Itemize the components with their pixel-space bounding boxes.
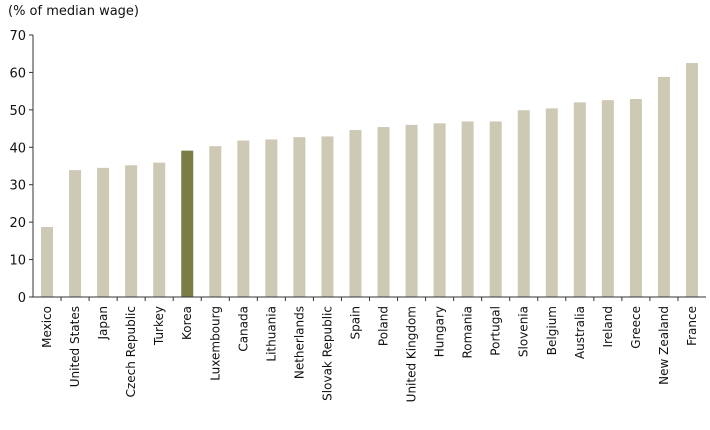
bar-lithuania [265,139,278,297]
y-tick-label: 40 [9,141,26,156]
bar-new-zealand [657,76,670,297]
x-tick-label: Luxembourg [208,306,222,381]
bar-mexico [41,227,54,297]
bar-slovak-republic [321,136,334,297]
bar-korea [181,150,194,297]
y-axis: 0 10 20 30 40 50 60 70 [9,29,33,306]
x-tick-label: Hungary [433,306,447,357]
bar-belgium [545,108,558,297]
x-tick-label: Canada [236,306,250,352]
x-tick-label: Mexico [40,306,54,348]
x-tick-label: Slovenia [517,306,531,357]
x-tick-label: Ireland [601,306,615,348]
bar-portugal [489,121,502,298]
x-tick-label: Greece [629,306,643,349]
bars [41,63,698,298]
x-tick-label: Portugal [489,306,503,356]
x-tick-label: Japan [96,306,110,340]
x-tick-label: United States [68,306,82,387]
bar-france [685,63,698,298]
bar-greece [629,99,642,297]
x-tick-label: Slovak Republic [320,306,334,401]
x-tick-label: Netherlands [292,306,306,379]
x-tick-label: Korea [180,306,194,340]
bar-canada [237,140,250,297]
x-tick-label: Czech Republic [124,306,138,397]
y-tick-label: 0 [18,291,26,306]
bar-poland [377,127,390,298]
x-tick-label: United Kingdom [405,306,419,402]
x-tick-label: France [685,306,699,346]
bar-ireland [601,100,614,297]
bar-united-states [69,170,82,297]
x-tick-label: Belgium [545,306,559,355]
y-tick-label: 70 [9,29,26,44]
x-tick-label: Lithuania [264,306,278,362]
bar-united-kingdom [405,124,418,297]
y-tick-label: 10 [9,254,26,269]
x-tick-label: Turkey [152,306,166,346]
bar-slovenia [517,110,530,297]
bar-japan [97,167,110,297]
x-tick-label: Poland [377,306,391,346]
bar-netherlands [293,137,306,297]
bar-czech-republic [125,165,138,297]
bar-romania [461,121,474,298]
x-tick-label: Romania [461,306,475,358]
x-tick-label: Spain [348,306,362,340]
x-tick-label: Australia [573,306,587,359]
bar-turkey [153,162,166,297]
bar-spain [349,130,362,297]
bar-hungary [433,123,446,298]
y-tick-label: 50 [9,104,26,119]
y-axis-label: (% of median wage) [8,4,139,19]
y-tick-label: 20 [9,216,26,231]
bar-luxembourg [209,146,222,297]
x-axis-labels: Mexico United States Japan Czech Republic Tu… [40,297,699,402]
y-tick-label: 30 [9,179,26,194]
bar-australia [573,102,586,297]
y-tick-label: 60 [9,66,26,81]
x-tick-label: New Zealand [657,306,671,385]
